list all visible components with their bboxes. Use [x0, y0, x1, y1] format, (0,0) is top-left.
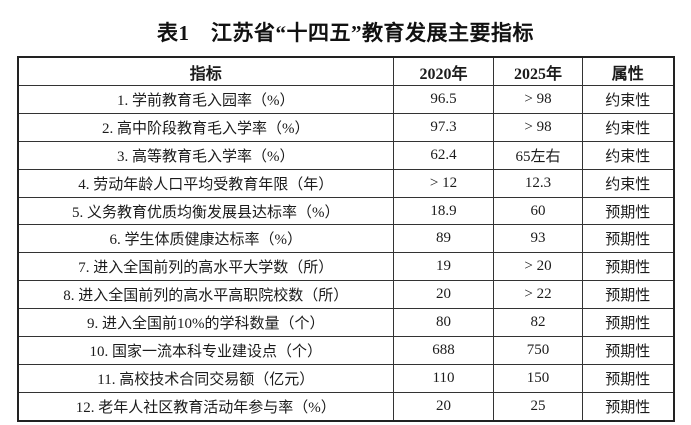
indicator-cell: 9. 进入全国前10%的学科数量（个）	[17, 308, 394, 338]
indicator-cell: 7. 进入全国前列的高水平大学数（所）	[17, 252, 394, 282]
attribute-cell: 约束性	[582, 85, 674, 114]
table-row: 10. 国家一流本科专业建设点（个） 688 750 预期性	[17, 336, 674, 365]
table-row: 8. 进入全国前列的高水平高职院校数（所） 20 > 22 预期性	[17, 280, 674, 310]
indicators-table: 指标 2020年 2025年 属性 1. 学前教育毛入园率（%） 96.5 > …	[16, 56, 675, 422]
value-2020-cell: 96.5	[393, 85, 494, 114]
value-2025-cell: 750	[493, 336, 583, 365]
value-2025-cell: 93	[493, 224, 583, 254]
value-2025-cell: 82	[493, 308, 583, 338]
attribute-cell: 预期性	[582, 280, 674, 310]
table-row: 7. 进入全国前列的高水平大学数（所） 19 > 20 预期性	[17, 252, 674, 282]
table-row: 6. 学生体质健康达标率（%） 89 93 预期性	[17, 224, 674, 254]
table-row: 2. 高中阶段教育毛入学率（%） 97.3 > 98 约束性	[17, 112, 674, 142]
header-cell-attribute: 属性	[582, 56, 674, 86]
value-2020-cell: > 12	[393, 168, 494, 198]
attribute-cell: 预期性	[582, 336, 674, 365]
value-2025-cell: 65左右	[493, 140, 583, 170]
value-2025-cell: > 20	[493, 252, 583, 282]
header-cell-2025: 2025年	[493, 56, 583, 86]
indicator-cell: 6. 学生体质健康达标率（%）	[17, 224, 394, 254]
value-2020-cell: 18.9	[393, 196, 494, 226]
page-title: 表1 江苏省“十四五”教育发展主要指标	[157, 21, 534, 45]
table-row: 11. 高校技术合同交易额（亿元） 110 150 预期性	[17, 363, 674, 393]
attribute-cell: 预期性	[582, 252, 674, 282]
value-2020-cell: 62.4	[393, 140, 494, 170]
attribute-cell: 约束性	[582, 140, 674, 170]
table-header-row: 指标 2020年 2025年 属性	[17, 56, 674, 86]
value-2020-cell: 19	[393, 252, 494, 282]
indicator-cell: 10. 国家一流本科专业建设点（个）	[17, 336, 394, 365]
table-row: 12. 老年人社区教育活动年参与率（%） 20 25 预期性	[17, 391, 674, 422]
value-2025-cell: > 22	[493, 280, 583, 310]
indicator-cell: 8. 进入全国前列的高水平高职院校数（所）	[17, 280, 394, 310]
attribute-cell: 预期性	[582, 196, 674, 226]
indicator-cell: 5. 义务教育优质均衡发展县达标率（%）	[17, 196, 394, 226]
table-row: 1. 学前教育毛入园率（%） 96.5 > 98 约束性	[17, 85, 674, 114]
value-2020-cell: 80	[393, 308, 494, 338]
table-row: 3. 高等教育毛入学率（%） 62.4 65左右 约束性	[17, 140, 674, 170]
value-2020-cell: 110	[393, 363, 494, 393]
value-2020-cell: 688	[393, 336, 494, 365]
value-2020-cell: 20	[393, 391, 494, 422]
value-2020-cell: 97.3	[393, 112, 494, 142]
table-row: 4. 劳动年龄人口平均受教育年限（年） > 12 12.3 约束性	[17, 168, 674, 198]
indicator-cell: 3. 高等教育毛入学率（%）	[17, 140, 394, 170]
attribute-cell: 约束性	[582, 112, 674, 142]
value-2025-cell: > 98	[493, 85, 583, 114]
attribute-cell: 约束性	[582, 168, 674, 198]
indicator-cell: 12. 老年人社区教育活动年参与率（%）	[17, 391, 394, 422]
value-2025-cell: 25	[493, 391, 583, 422]
attribute-cell: 预期性	[582, 363, 674, 393]
indicator-cell: 1. 学前教育毛入园率（%）	[17, 85, 394, 114]
value-2020-cell: 89	[393, 224, 494, 254]
attribute-cell: 预期性	[582, 224, 674, 254]
table-row: 5. 义务教育优质均衡发展县达标率（%） 18.9 60 预期性	[17, 196, 674, 226]
attribute-cell: 预期性	[582, 308, 674, 338]
value-2020-cell: 20	[393, 280, 494, 310]
indicator-cell: 2. 高中阶段教育毛入学率（%）	[17, 112, 394, 142]
attribute-cell: 预期性	[582, 391, 674, 422]
table-row: 9. 进入全国前10%的学科数量（个） 80 82 预期性	[17, 308, 674, 338]
indicator-cell: 4. 劳动年龄人口平均受教育年限（年）	[17, 168, 394, 198]
header-cell-indicator: 指标	[17, 56, 394, 86]
indicator-cell: 11. 高校技术合同交易额（亿元）	[17, 363, 394, 393]
header-cell-2020: 2020年	[393, 56, 494, 86]
value-2025-cell: 150	[493, 363, 583, 393]
value-2025-cell: 12.3	[493, 168, 583, 198]
value-2025-cell: 60	[493, 196, 583, 226]
value-2025-cell: > 98	[493, 112, 583, 142]
